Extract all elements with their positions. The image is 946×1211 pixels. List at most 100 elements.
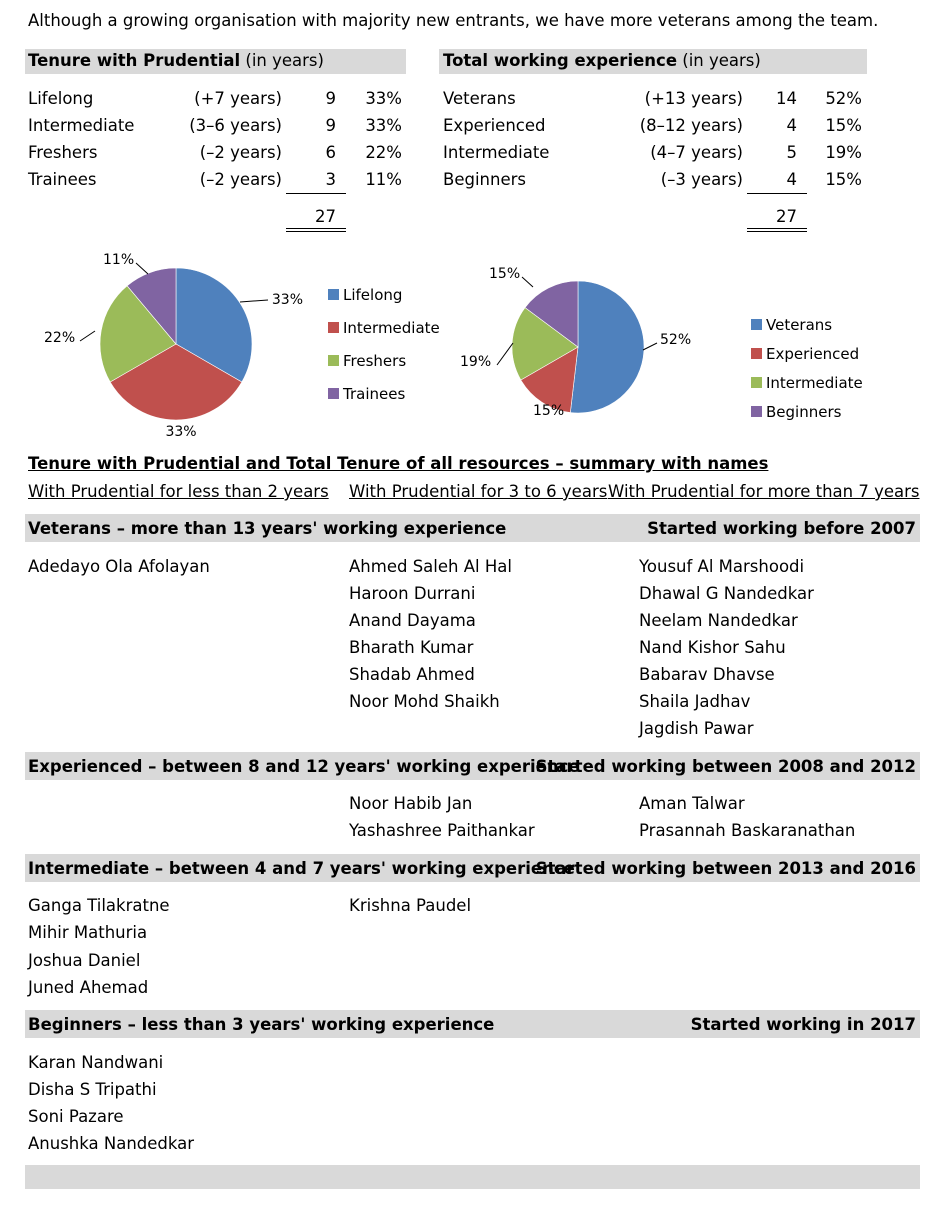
person-name: Noor Habib Jan <box>349 794 473 813</box>
group-started: Started working before 2007 <box>647 519 916 538</box>
total-double-rule <box>286 228 346 229</box>
group-title: Beginners – less than 3 years' working e… <box>28 1015 495 1034</box>
tenure-row-count: 9 <box>325 89 337 108</box>
person-name: Ganga Tilakratne <box>28 896 170 915</box>
legend-swatch <box>328 355 339 366</box>
person-name: Noor Mohd Shaikh <box>349 692 500 711</box>
legend-swatch <box>328 289 339 300</box>
person-name: Yousuf Al Marshoodi <box>639 557 805 576</box>
person-name: Juned Ahemad <box>28 978 149 997</box>
experience-row-count: 4 <box>786 116 798 135</box>
person-name: Anand Dayama <box>349 611 476 630</box>
person-name: Dhawal G Nandedkar <box>639 584 814 603</box>
legend-item: Freshers <box>328 352 406 370</box>
pie-data-label: 33% <box>165 424 196 440</box>
pie-slice-trainees <box>126 267 177 345</box>
pie-data-label: 19% <box>460 354 491 370</box>
group-header-beginners <box>25 1010 920 1038</box>
legend-item: Intermediate <box>751 374 863 392</box>
person-name: Jagdish Pawar <box>639 719 754 738</box>
group-header-experienced <box>25 752 920 780</box>
person-name: Yashashree Paithankar <box>349 821 535 840</box>
leader-line <box>79 330 96 342</box>
legend-label: Intermediate <box>343 319 440 337</box>
experience-row-range: (8–12 years) <box>639 116 743 135</box>
legend-label: Experienced <box>766 345 860 363</box>
legend-item: Trainees <box>328 385 405 403</box>
tenure-row-range: (+7 years) <box>194 89 282 108</box>
person-name: Krishna Paudel <box>349 896 472 915</box>
tenure-row-range: (–2 years) <box>199 143 282 162</box>
sum-rule <box>286 193 346 194</box>
group-title: Veterans – more than 13 years' working e… <box>28 519 507 538</box>
pie-data-label: 33% <box>272 292 303 308</box>
tenure-row-name: Intermediate <box>28 116 135 135</box>
legend-label: Veterans <box>766 316 833 334</box>
legend-item: Lifelong <box>328 286 402 304</box>
pie-data-label: 52% <box>660 332 691 348</box>
pie-data-label: 15% <box>533 403 564 419</box>
tenure-row-pct: 33% <box>365 89 402 108</box>
experience-row-range: (4–7 years) <box>650 143 743 162</box>
legend-swatch <box>751 319 762 330</box>
person-name: Neelam Nandedkar <box>639 611 798 630</box>
pie-data-label: 15% <box>489 266 520 282</box>
legend-swatch <box>751 406 762 417</box>
legend-item: Beginners <box>751 403 841 421</box>
tenure-row-pct: 22% <box>365 143 402 162</box>
pie-slice-experienced <box>520 346 579 413</box>
person-name: Nand Kishor Sahu <box>639 638 786 657</box>
legend-label: Intermediate <box>766 374 863 392</box>
tenure-row-range: (3–6 years) <box>189 116 282 135</box>
pie-data-label: 11% <box>103 252 134 268</box>
tenure-total: 27 <box>315 207 336 226</box>
group-header-intermediate <box>25 854 920 882</box>
tenure-row-name: Freshers <box>28 143 98 162</box>
sum-rule <box>747 193 807 194</box>
pie-data-label: 22% <box>44 330 75 346</box>
experience-row-range: (–3 years) <box>660 170 743 189</box>
person-name: Karan Nandwani <box>28 1053 164 1072</box>
total-double-rule <box>747 231 807 232</box>
legend-swatch <box>328 322 339 333</box>
person-name: Disha S Tripathi <box>28 1080 157 1099</box>
person-name: Haroon Durrani <box>349 584 476 603</box>
tenure-row-pct: 33% <box>365 116 402 135</box>
group-started: Started working between 2008 and 2012 <box>535 757 916 776</box>
person-name: Anushka Nandedkar <box>28 1134 195 1153</box>
experience-row-name: Intermediate <box>443 143 550 162</box>
person-name: Mihir Mathuria <box>28 923 148 942</box>
person-name: Shadab Ahmed <box>349 665 475 684</box>
experience-total: 27 <box>776 207 797 226</box>
pie-slice-intermediate <box>511 307 579 381</box>
tenure-row-pct: 11% <box>365 170 402 189</box>
pie-charts: 33% 33% 22% 11% 52% 15% 19% 15% <box>44 252 691 440</box>
person-name: Shaila Jadhav <box>639 692 751 711</box>
legend-label: Beginners <box>766 403 842 421</box>
col-header-more-7: With Prudential for more than 7 years <box>608 482 920 501</box>
pie-slice-veterans <box>570 280 645 414</box>
leader-line <box>642 342 658 351</box>
group-title: Intermediate – between 4 and 7 years' wo… <box>28 859 575 878</box>
experience-row-pct: 19% <box>825 143 862 162</box>
tenure-header-bar <box>25 49 406 74</box>
tenure-row-name: Trainees <box>28 170 97 189</box>
person-name: Prasannah Baskaranathan <box>639 821 856 840</box>
col-header-3-6: With Prudential for 3 to 6 years <box>349 482 608 501</box>
experience-row-range: (+13 years) <box>644 89 743 108</box>
experience-row-pct: 15% <box>825 170 862 189</box>
legend-item: Veterans <box>751 316 832 334</box>
legend-label: Trainees <box>343 385 406 403</box>
experience-row-name: Beginners <box>443 170 526 189</box>
legend-swatch <box>328 388 339 399</box>
group-header-veterans <box>25 514 920 542</box>
experience-header-bar <box>439 49 867 74</box>
tenure-row-count: 6 <box>325 143 337 162</box>
legend-label: Lifelong <box>343 286 403 304</box>
experience-row-count: 5 <box>786 143 798 162</box>
person-name: Joshua Daniel <box>28 951 141 970</box>
experience-row-name: Experienced <box>443 116 546 135</box>
leader-line <box>521 276 534 288</box>
footer-bar <box>25 1165 920 1189</box>
legend-swatch <box>751 377 762 388</box>
